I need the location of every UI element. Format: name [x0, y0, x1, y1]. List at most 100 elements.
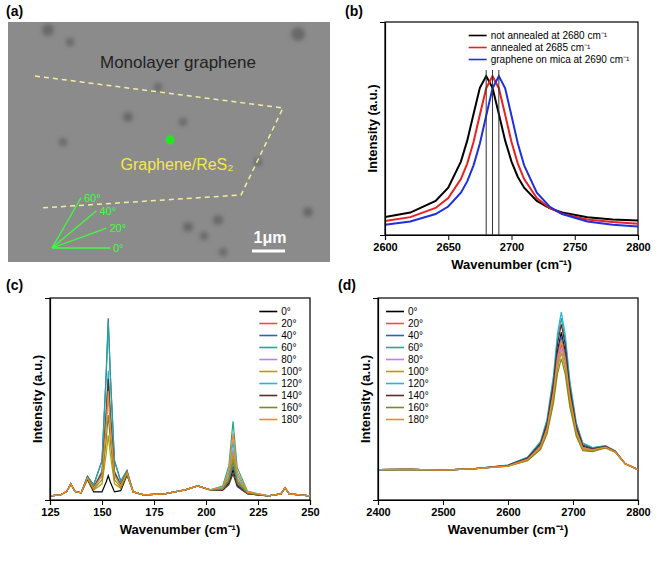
legend-entry: 60° — [259, 342, 296, 353]
spectrum-line — [378, 349, 638, 471]
angle-label: 60° — [84, 192, 101, 204]
x-tick-mark — [512, 235, 513, 240]
panel-letter: (a) — [6, 3, 23, 19]
legend-entry: 140° — [386, 390, 429, 401]
legend-label: 140° — [408, 390, 429, 401]
surface-spot — [42, 24, 54, 36]
x-tick-label: 2750 — [563, 241, 587, 253]
y-axis-line — [45, 299, 51, 501]
x-tick: 2400 — [366, 500, 390, 518]
x-tick-mark — [575, 235, 576, 240]
x-tick-mark — [310, 500, 311, 505]
spectrum-line — [385, 76, 638, 224]
surface-spot — [291, 27, 305, 41]
spectrum-line — [378, 359, 638, 471]
angle-label: 0° — [113, 242, 124, 254]
legend-label: 100° — [408, 366, 429, 377]
legend: not annealed at 2680 cm⁻¹annealed at 268… — [466, 27, 633, 68]
legend-label: graphene on mica at 2690 cm⁻¹ — [491, 54, 630, 65]
surface-spot — [59, 138, 67, 146]
x-tick-mark — [573, 500, 574, 505]
legend-label: 120° — [408, 378, 429, 389]
legend-entry: 180° — [386, 414, 429, 425]
legend-swatch — [469, 35, 487, 37]
x-tick-mark — [206, 500, 207, 505]
x-tick-mark — [508, 500, 509, 505]
plot-area — [385, 70, 638, 235]
polarization-line — [52, 198, 81, 248]
spectrum-line — [378, 318, 638, 470]
legend-label: 0° — [408, 306, 418, 317]
legend-entry: annealed at 2685 cm⁻¹ — [469, 42, 591, 53]
flake-outline — [35, 76, 283, 208]
legend-label: 80° — [281, 354, 296, 365]
y-axis — [380, 23, 386, 236]
spectrum-line — [385, 76, 638, 221]
polarization-line — [52, 228, 107, 248]
surface-spot — [179, 118, 187, 126]
legend-swatch — [386, 347, 404, 349]
legend-label: 40° — [281, 330, 296, 341]
spectrum-line — [378, 344, 638, 470]
x-tick-mark — [638, 500, 639, 505]
legend-swatch — [259, 335, 277, 337]
legend-swatch — [469, 59, 487, 61]
spectrum-line — [378, 340, 638, 470]
legend-label: 20° — [408, 318, 423, 329]
plot-frame — [385, 22, 638, 235]
legend-background — [466, 27, 633, 68]
x-tick-mark — [638, 235, 639, 240]
legend-label: 100° — [281, 366, 302, 377]
x-tick: 2600 — [373, 235, 397, 253]
legend-swatch — [386, 407, 404, 409]
legend-entry: 60° — [386, 342, 423, 353]
legend-label: 140° — [281, 390, 302, 401]
x-tick: 225 — [249, 500, 267, 518]
surface-spot — [154, 83, 162, 91]
spectrum-line — [50, 470, 310, 496]
peak-marker-line — [498, 70, 499, 235]
x-tick-label: 2600 — [496, 506, 520, 518]
x-tick: 150 — [93, 500, 111, 518]
legend-entry: 120° — [259, 378, 302, 389]
angle-label: 40° — [99, 205, 116, 217]
legend-entry: 100° — [259, 366, 302, 377]
legend-swatch — [259, 347, 277, 349]
laser-spot — [166, 136, 175, 145]
legend-entry: 160° — [386, 402, 429, 413]
polarization-line — [52, 247, 110, 248]
x-tick: 175 — [145, 500, 163, 518]
legend-background — [383, 303, 432, 428]
legend-label: 180° — [281, 414, 302, 425]
legend-entry: 100° — [386, 366, 429, 377]
surface-spot — [219, 248, 227, 256]
panel-letter: (b) — [345, 3, 363, 19]
scale-bar-label: 1μm — [254, 229, 287, 246]
legend-swatch — [259, 371, 277, 373]
surface-spot — [123, 112, 133, 122]
legend-label: annealed at 2685 cm⁻¹ — [491, 42, 591, 53]
x-tick: 2700 — [500, 235, 524, 253]
legend: 0°20°40°60°80°100°120°140°160°180° — [256, 303, 305, 428]
x-axis-line — [51, 501, 311, 506]
spectrum-line — [378, 353, 638, 471]
figure: Monolayer grapheneGraphene/ReS₂0°20°40°6… — [0, 0, 662, 568]
legend-swatch — [259, 383, 277, 385]
legend-label: 20° — [281, 318, 296, 329]
chart-panel: 125150175200225250Wavenumber (cm⁻¹)Inten… — [30, 298, 320, 537]
legend-label: 120° — [281, 378, 302, 389]
plot-area — [378, 312, 638, 470]
x-tick: 125 — [41, 500, 59, 518]
y-axis-line — [373, 299, 379, 501]
legend-swatch — [386, 359, 404, 361]
panel-letter: (c) — [6, 277, 23, 293]
legend-swatch — [259, 359, 277, 361]
x-tick-label: 200 — [197, 506, 215, 518]
scale-bar — [252, 250, 285, 253]
x-tick-label: 225 — [249, 506, 267, 518]
legend-swatch — [386, 335, 404, 337]
image-content — [8, 22, 330, 262]
legend-swatch — [386, 419, 404, 421]
legend-entry: 20° — [259, 318, 296, 329]
legend-entry: 40° — [386, 330, 423, 341]
